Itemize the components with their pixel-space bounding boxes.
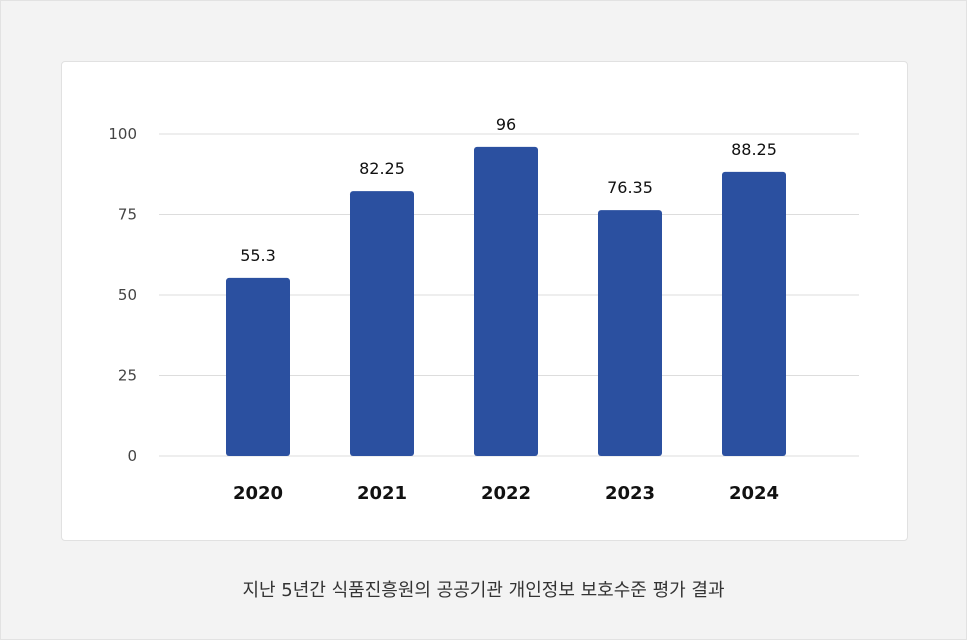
bar-2020 — [226, 277, 290, 456]
bar-chart: 0 25 50 75 100 55.3 2020 82.25 2021 96 2022 76.35 20… — [108, 115, 859, 504]
data-label-2022: 96 — [496, 115, 516, 134]
x-tick-label-2023: 2023 — [605, 483, 655, 504]
x-tick-label-2020: 2020 — [233, 483, 283, 504]
data-label-2023: 76.35 — [607, 178, 653, 197]
chart-caption: 지난 5년간 식품진흥원의 공공기관 개인정보 보호수준 평가 결과 — [242, 580, 725, 601]
x-tick-label-2024: 2024 — [729, 483, 779, 504]
data-label-2024: 88.25 — [731, 140, 777, 159]
bar-2022 — [474, 146, 538, 456]
y-tick-label-50: 50 — [118, 286, 137, 304]
x-tick-label-2021: 2021 — [357, 483, 407, 504]
chart-card: 0 25 50 75 100 55.3 2020 82.25 2021 96 2022 76.35 20… — [61, 61, 908, 541]
data-label-2021: 82.25 — [359, 159, 405, 178]
bar-2024 — [722, 171, 786, 456]
y-tick-label-75: 75 — [118, 206, 137, 224]
bar-2023 — [598, 210, 662, 456]
y-tick-label-25: 25 — [118, 367, 137, 385]
bar-2021 — [350, 191, 414, 456]
data-label-2020: 55.3 — [240, 246, 276, 265]
x-tick-label-2022: 2022 — [481, 483, 531, 504]
y-tick-label-0: 0 — [127, 447, 137, 465]
y-tick-label-100: 100 — [108, 125, 137, 143]
